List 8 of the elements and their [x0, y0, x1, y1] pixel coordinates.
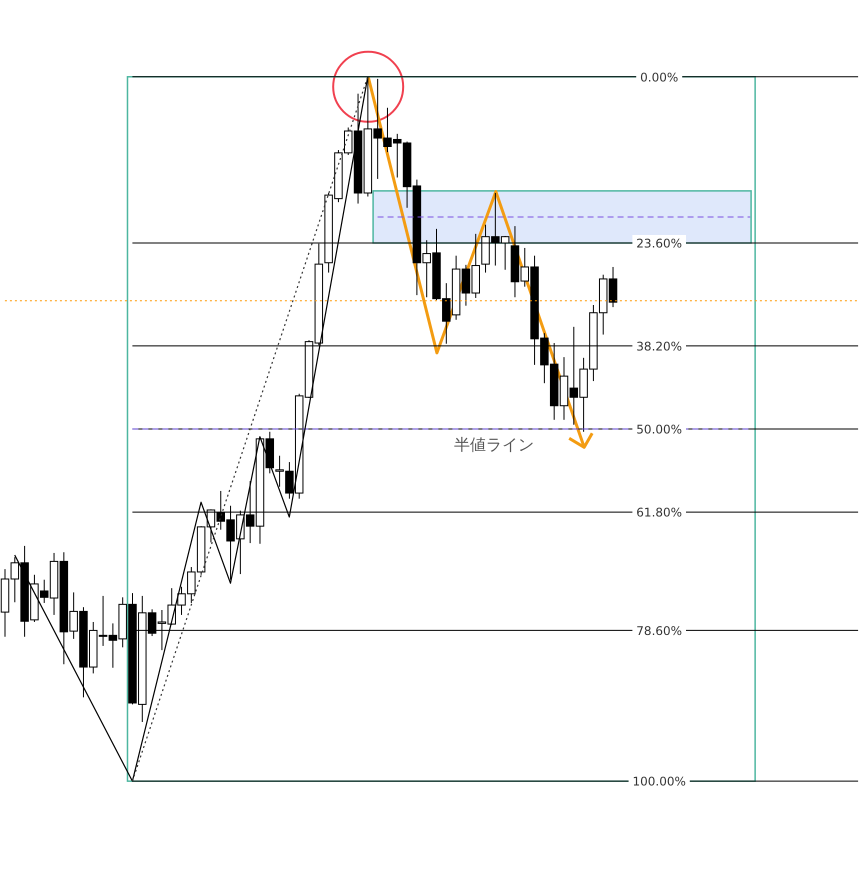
ref-line-label: 半値ライン — [454, 434, 534, 454]
y-tick-label: 78.60% — [636, 624, 682, 638]
y-tick-label: 100.00% — [632, 774, 686, 789]
y-tick-label: 50.00% — [636, 422, 682, 436]
y-tick-label: 0.00% — [640, 70, 678, 84]
y-tick-label: 23.60% — [636, 236, 682, 251]
y-tick-label: 38.20% — [636, 339, 682, 354]
y-tick-label: 61.80% — [636, 506, 682, 520]
